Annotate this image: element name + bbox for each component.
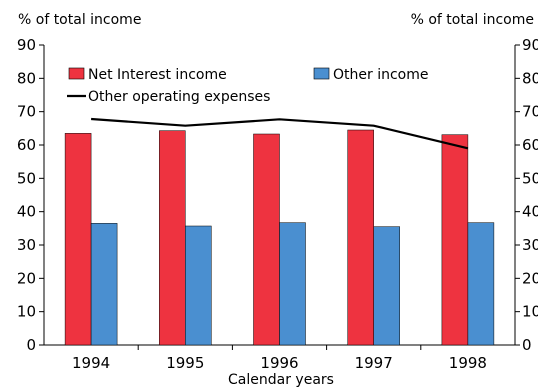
bar-net-interest-income-1997 [347,129,374,346]
right-tick-label: 60 [522,136,538,154]
left-tick-label: 70 [17,103,36,121]
left-tick-label: 20 [17,269,36,287]
left-tick-label: 0 [26,336,36,354]
left-tick-label: 80 [17,69,36,87]
bar-net-interest-income-1996 [253,133,280,346]
right-tick-label: 50 [522,169,538,187]
bar-other-income-1998 [467,222,495,346]
x-tick-label: 1995 [166,354,204,372]
line-other-operating-expenses [91,117,469,150]
legend-label-net-interest-income: Net Interest income [88,67,227,83]
left-tick-label: 40 [17,203,36,221]
line-series-group [91,117,469,150]
right-tick-label: 80 [522,69,538,87]
right-tick-label: 40 [522,203,538,221]
bars-group [64,129,495,346]
x-tick-label: 1998 [449,354,487,372]
x-axis-title: Calendar years [228,372,334,388]
left-tick-label: 10 [17,303,36,321]
tick-labels-group: 0 0 10 10 20 20 30 30 40 40 50 50 60 60 70 70 80 80 90 90 19… [17,36,538,372]
bar-other-income-1994 [90,223,118,346]
right-tick-label: 0 [522,336,532,354]
left-tick-label: 50 [17,169,36,187]
legend-label-other-operating-expenses: Other operating expenses [88,89,270,105]
right-tick-label: 10 [522,303,538,321]
left-tick-label: 90 [17,36,36,54]
x-tick-label: 1996 [260,354,298,372]
x-tick-label: 1997 [355,354,393,372]
right-tick-label: 30 [522,236,538,254]
left-axis-label: % of total income [18,12,141,28]
right-axis-label: % of total income [411,12,534,28]
right-tick-label: 20 [522,269,538,287]
bar-net-interest-income-1994 [64,133,92,346]
legend: Net Interest income Other income Other o… [67,67,428,105]
bar-other-income-1997 [373,226,400,346]
left-tick-label: 30 [17,236,36,254]
legend-swatch-other-income [313,67,330,80]
legend-swatch-net-interest-income [68,67,85,80]
bar-net-interest-income-1998 [441,134,469,346]
bar-net-interest-income-1995 [159,130,186,346]
bar-other-income-1995 [185,225,212,346]
left-tick-label: 60 [17,136,36,154]
legend-label-other-income: Other income [333,67,428,83]
bar-other-income-1996 [279,222,306,346]
right-tick-label: 70 [522,103,538,121]
x-tick-label: 1994 [72,354,110,372]
right-tick-label: 90 [522,36,538,54]
